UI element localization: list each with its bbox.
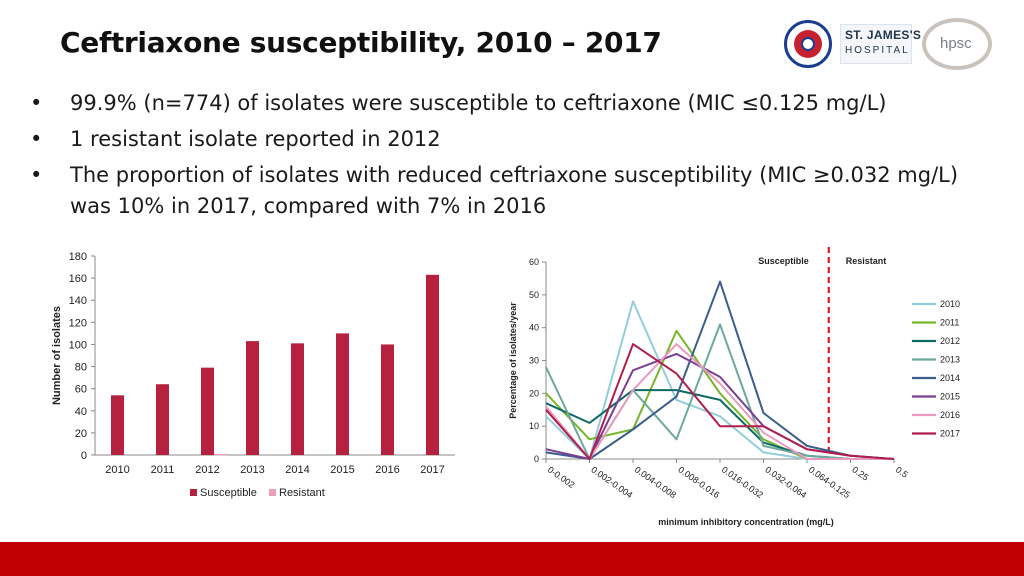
bar-susceptible: [246, 341, 259, 455]
bar-y-tick-label: 100: [69, 339, 87, 351]
line-y-tick-label: 30: [529, 356, 539, 366]
bar-resistant: [214, 453, 227, 456]
bar-y-tick-label: 180: [69, 251, 87, 263]
bullet-text: The proportion of isolates with reduced …: [70, 163, 959, 218]
bar-x-tick-label: 2010: [105, 464, 129, 476]
bar-y-tick-label: 120: [69, 317, 87, 329]
legend-label-2015: 2015: [940, 392, 960, 402]
bullet-dot: •: [30, 91, 43, 115]
logo-center: [801, 37, 815, 51]
legend-label-2010: 2010: [940, 299, 960, 309]
line-y-tick-label: 0: [534, 454, 539, 464]
st-james-hospital-logo: ST. JAMES'S HOSPITAL: [840, 24, 921, 64]
line-chart: 0 10 20 30 40 50 60 Percentage of isolates/year…: [508, 247, 960, 527]
bar-y-axis-title: Number of isolates: [51, 306, 63, 405]
bar-susceptible: [381, 344, 394, 455]
bar-susceptible: [156, 384, 169, 455]
line-x-tick-label: 0.016-0.032: [720, 464, 765, 500]
bar-y-tick-label: 0: [81, 450, 87, 462]
legend-label-2011: 2011: [940, 318, 959, 328]
line-series-2015: [545, 352, 895, 460]
line-x-tick-label: 0.064-0.125: [807, 464, 852, 500]
bar-y-tick-label: 160: [69, 273, 87, 285]
line-y-tick-label: 50: [529, 290, 539, 300]
line-x-tick-label: 0.002-0.004: [589, 464, 634, 500]
line-x-tick-label: 0.004-0.008: [633, 464, 678, 500]
hpsc-logo: hpsc: [922, 18, 992, 70]
line-y-tick-label: 20: [529, 388, 539, 398]
bullet-item: • 1 resistant isolate reported in 2012: [30, 124, 990, 155]
line-y-axis: 0 10 20 30 40 50 60: [529, 257, 547, 464]
bar-x-tick-label: 2017: [420, 464, 444, 476]
bar-y-axis: 0 20 40 60 80 100 120 140 160 180: [69, 251, 96, 462]
bar-y-tick-label: 20: [75, 428, 87, 440]
bar-susceptible: [201, 367, 214, 455]
line-series-2017: [545, 343, 895, 460]
bullet-item: • 99.9% (n=774) of isolates were suscepti…: [30, 88, 990, 119]
legend-label-susceptible: Susceptible: [200, 487, 257, 499]
legend-label-2017: 2017: [940, 429, 960, 439]
footer-bar: [0, 542, 1024, 576]
st-james-logo-line1: ST. JAMES'S: [845, 28, 922, 42]
bullet-dot: •: [30, 163, 43, 187]
annotation-resistant: Resistant: [846, 256, 887, 266]
bullet-dot: •: [30, 127, 43, 151]
legend-label-2014: 2014: [940, 373, 960, 383]
line-x-tick-label: 0.008-0.016: [676, 464, 721, 500]
bar-x-tick-label: 2013: [240, 464, 264, 476]
bullet-list: • 99.9% (n=774) of isolates were suscepti…: [30, 88, 990, 227]
bar-x-tick-label: 2011: [151, 464, 175, 476]
line-series-2016: [545, 343, 894, 460]
legend-swatch-susceptible: [190, 489, 197, 496]
legend-swatch-resistant: [269, 489, 276, 496]
line-y-tick-label: 60: [529, 257, 539, 267]
bullet-text: 99.9% (n=774) of isolates were susceptib…: [70, 91, 887, 115]
bar-susceptible: [336, 333, 349, 455]
bar-chart: 0 20 40 60 80 100 120 140 160 180 Number of isolat…: [51, 251, 455, 499]
bullet-text: 1 resistant isolate reported in 2012: [70, 127, 441, 151]
st-james-logo-line2: HOSPITAL: [845, 45, 910, 56]
bar-x-tick-label: 2012: [195, 464, 219, 476]
legend-label-2013: 2013: [940, 355, 960, 365]
bullet-item: • The proportion of isolates with reduced…: [30, 160, 990, 222]
line-y-tick-label: 10: [529, 421, 539, 431]
bar-series-group: [111, 274, 439, 456]
legend-label-2012: 2012: [940, 336, 960, 346]
bar-susceptible: [291, 343, 304, 455]
bar-susceptible: [111, 395, 124, 455]
line-legend: 2010 2011 2012 2013 2014 2015 2016 2017: [912, 299, 960, 439]
bar-y-tick-label: 60: [75, 384, 87, 396]
line-x-axis-title: minimum inhibitory concentration (mg/L): [658, 517, 834, 527]
bar-x-tick-label: 2014: [285, 464, 309, 476]
line-series-2014: [545, 280, 895, 460]
legend-label-2016: 2016: [940, 410, 960, 420]
line-series-group: [545, 280, 895, 460]
bar-x-tick-label: 2016: [375, 464, 399, 476]
bar-x-tick-label: 2015: [330, 464, 354, 476]
line-y-tick-label: 40: [529, 323, 539, 333]
legend-label-resistant: Resistant: [279, 487, 325, 499]
logos: ST. JAMES'S HOSPITAL hpsc: [784, 18, 1004, 74]
annotation-susceptible: Susceptible: [758, 256, 809, 266]
irish-gonococcal-logo: [784, 20, 832, 68]
slide-title: Ceftriaxone susceptibility, 2010 – 2017: [60, 26, 662, 59]
line-x-tick-label: 0.032-0.064: [763, 464, 808, 500]
line-y-axis-title: Percentage of isolates/year: [508, 302, 518, 419]
bar-y-tick-label: 140: [69, 295, 87, 307]
hpsc-logo-text: hpsc: [940, 35, 972, 52]
bar-y-tick-label: 80: [75, 362, 87, 374]
line-x-tick-label: 0-0.002: [546, 464, 577, 490]
bar-susceptible: [426, 274, 439, 455]
line-x-tick-label: 0.25: [850, 464, 870, 482]
line-x-tick-label: 0.5: [894, 464, 910, 479]
bar-y-tick-label: 40: [75, 406, 87, 418]
bar-legend: Susceptible Resistant: [190, 487, 325, 499]
